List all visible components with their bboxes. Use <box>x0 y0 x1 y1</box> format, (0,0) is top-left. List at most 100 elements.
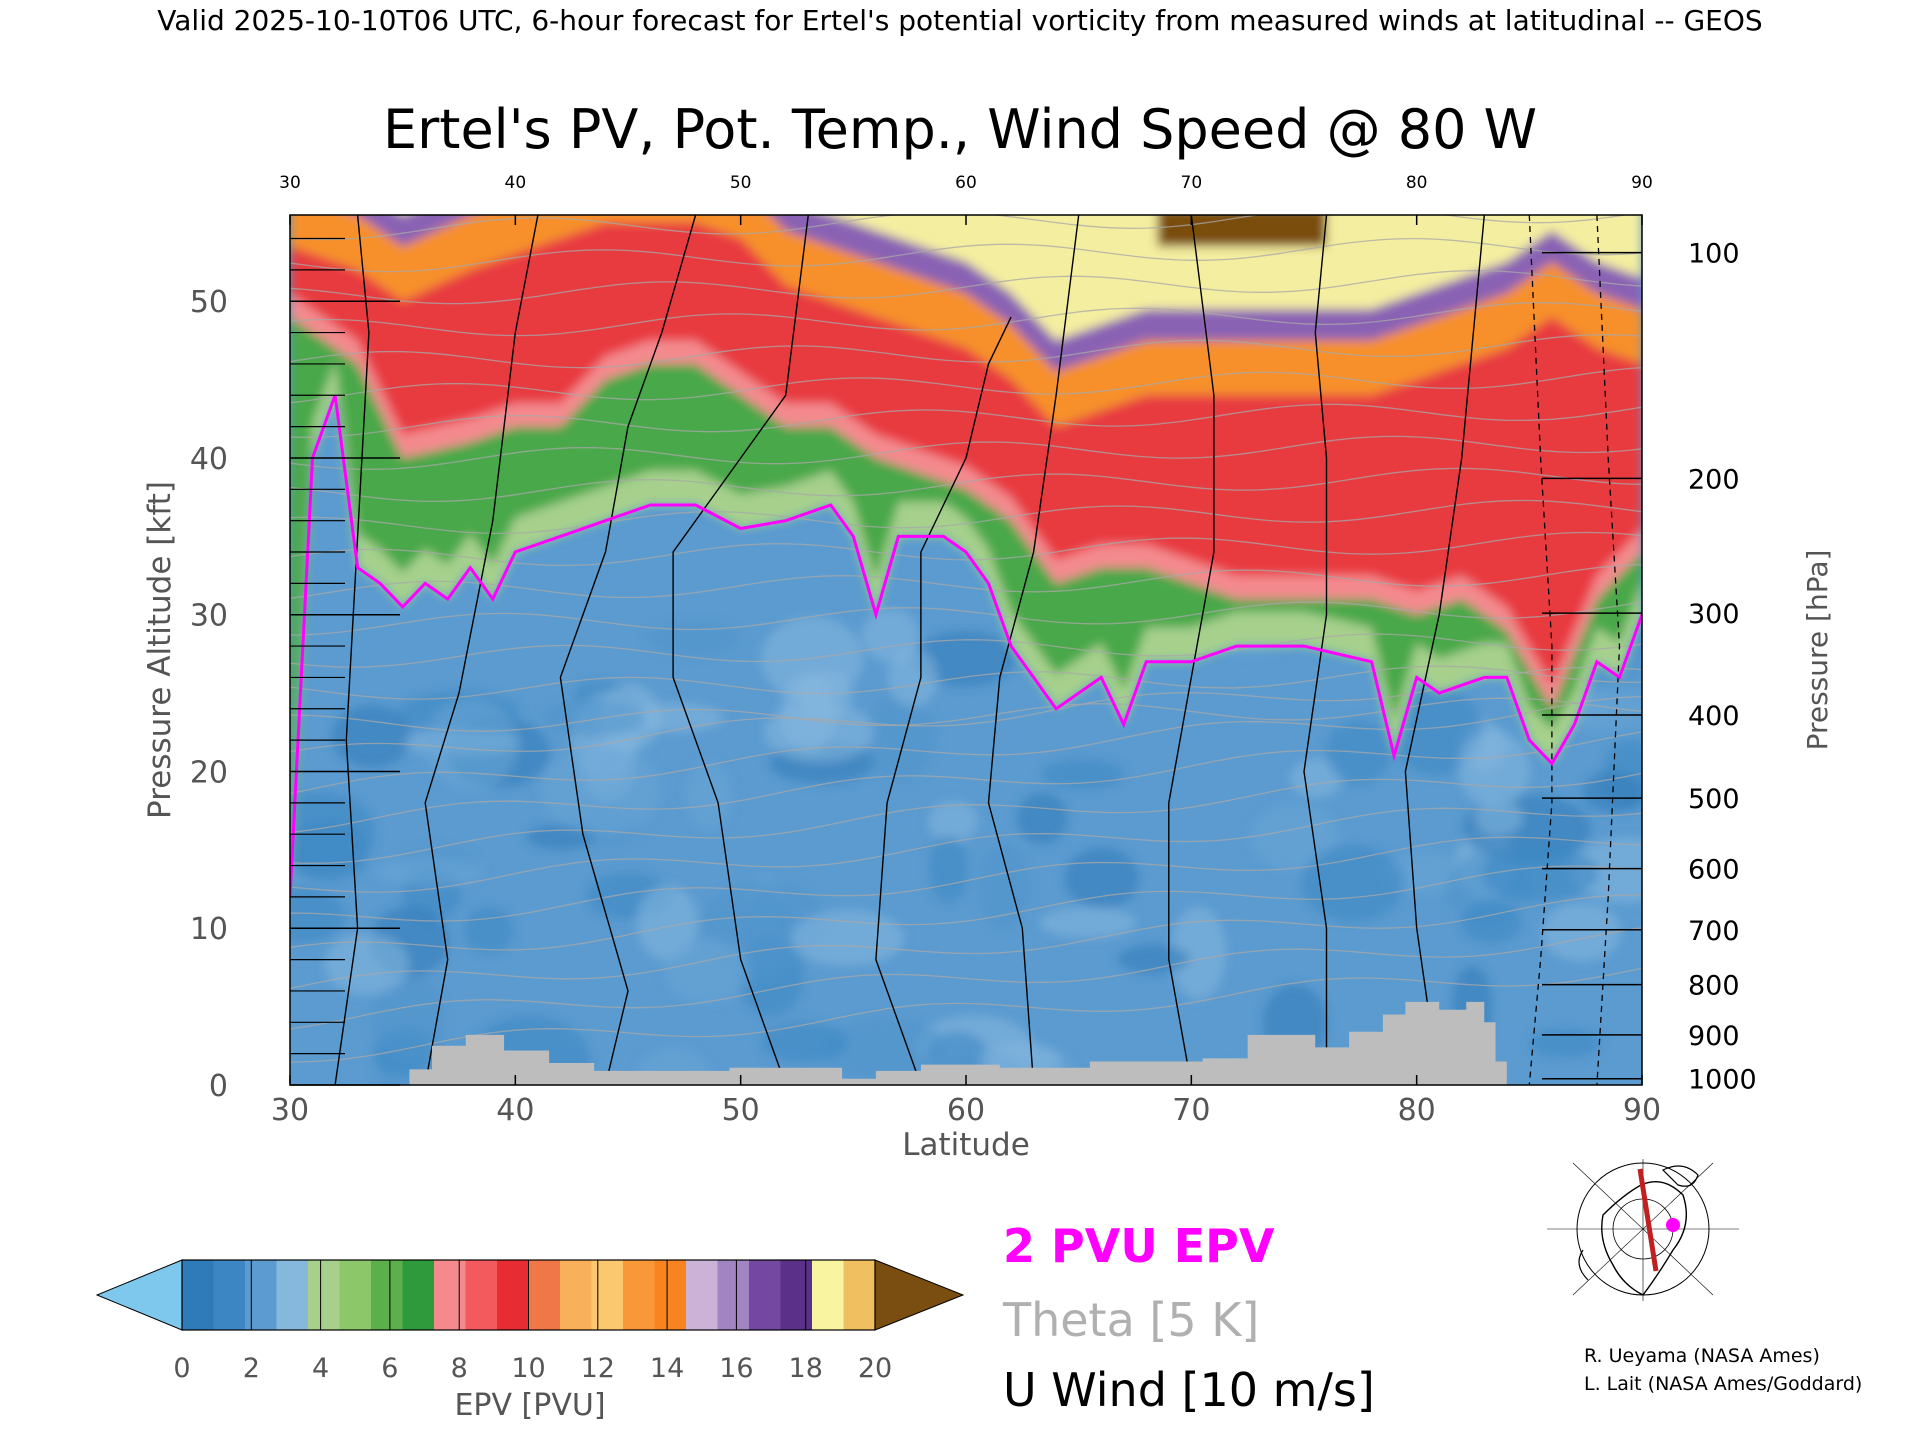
y-axis-right-label: Pressure [hPa] <box>1801 550 1834 751</box>
theta-line <box>290 695 1642 795</box>
tropo-shade-blob <box>1118 944 1191 974</box>
pressure-tick-label: 1000 <box>1688 1065 1757 1096</box>
theta-line <box>290 865 1642 951</box>
colorbar-segment <box>686 1260 718 1330</box>
colorbar-tick-label: 18 <box>789 1353 823 1384</box>
y-tick-label: 0 <box>209 1069 228 1104</box>
x-top-tick-label: 90 <box>1631 173 1653 193</box>
wind-contour-negative <box>1528 215 1553 1085</box>
colorbar-segment <box>812 1260 844 1330</box>
x-tick-label: 80 <box>1398 1093 1436 1128</box>
wind-contour <box>1168 215 1215 1085</box>
tropo-shade-blob <box>1391 687 1483 776</box>
y-axis-right: 100 200 300 400 500 600 700 800 900 1000 <box>1542 239 1757 1096</box>
colorbar-tick-label: 14 <box>650 1353 684 1384</box>
colorbar-segment <box>560 1260 592 1330</box>
tropo-shade-blob <box>927 800 979 842</box>
band-green <box>290 316 1642 863</box>
x-tick-label: 40 <box>496 1093 534 1128</box>
band-purple <box>357 215 1642 372</box>
theta-line <box>290 563 1642 599</box>
x-tick-label: 50 <box>722 1093 760 1128</box>
theta-line <box>290 666 1642 753</box>
colorbar-segment <box>843 1260 876 1330</box>
colorbar-segment <box>434 1260 466 1330</box>
tropo-shade-blob <box>424 698 518 791</box>
credit-line-1: R. Ueyama (NASA Ames) <box>1584 1345 1820 1367</box>
tropo-shade-blob <box>540 744 661 835</box>
colorbar-segment <box>497 1260 529 1330</box>
x-tick-label: 70 <box>1172 1093 1210 1128</box>
wind-contour-negative <box>1596 215 1621 1085</box>
theta-line <box>290 467 1642 503</box>
pressure-tick-label: 700 <box>1688 916 1740 947</box>
theta-line <box>290 633 1642 668</box>
tropo-shade-blob <box>686 761 732 830</box>
x-top-tick-label: 30 <box>279 173 301 193</box>
theta-line <box>290 403 1642 438</box>
wind-contour <box>1303 215 1328 1085</box>
credit-line-2: L. Lait (NASA Ames/Goddard) <box>1584 1373 1862 1395</box>
tropo-shade-blob <box>636 885 698 961</box>
colorbar-tick-label: 10 <box>511 1353 545 1384</box>
x-tick-label: 30 <box>271 1093 309 1128</box>
tropo-shade-blob <box>290 888 346 944</box>
tropo-shade-blob <box>324 933 410 995</box>
colorbar-segment <box>402 1260 435 1330</box>
colorbar-segment <box>528 1260 561 1330</box>
theta-line <box>290 601 1642 636</box>
epv-colorbar <box>95 1259 965 1331</box>
theta-line <box>290 499 1642 535</box>
tropo-shade-blob <box>761 616 864 702</box>
x-axis-label: Latitude <box>902 1127 1030 1163</box>
pressure-tick-label: 200 <box>1688 464 1740 495</box>
tropo-shade-blob <box>1251 803 1339 871</box>
pressure-tick-label: 500 <box>1688 784 1740 815</box>
tropo-shade-blob <box>375 857 484 887</box>
y-axis-left: 0 10 20 30 40 50 <box>190 237 400 1104</box>
tropo-shade-blob <box>463 906 514 954</box>
tropo-shade-blob <box>1475 799 1523 836</box>
tropo-shade-blob <box>370 974 445 1063</box>
tropo-shade-blob <box>1481 845 1599 901</box>
colorbar-segment <box>182 1260 214 1330</box>
colorbar-tick-label: 16 <box>719 1353 753 1384</box>
tropo-shade-blob <box>1458 731 1531 807</box>
section-track-line <box>1637 1168 1659 1272</box>
x-tick-label: 90 <box>1623 1093 1661 1128</box>
location-marker-icon <box>1666 1218 1680 1232</box>
pressure-tick-label: 300 <box>1688 599 1740 630</box>
theta-line <box>290 697 1642 732</box>
tropopause-2pvu-contour <box>290 394 1642 897</box>
band-light-green <box>290 360 1642 897</box>
colorbar-tick-label: 8 <box>451 1353 468 1384</box>
band-yellow <box>402 215 1642 341</box>
colorbar-segment <box>465 1260 498 1330</box>
colorbar-under-arrow <box>95 1259 183 1331</box>
x-top-tick-label: 70 <box>1181 173 1203 193</box>
y-tick-label: 30 <box>190 599 228 634</box>
theta-line <box>290 772 1642 864</box>
wind-contour <box>875 316 1012 1085</box>
colorbar-segment <box>749 1260 781 1330</box>
theta-line <box>290 334 1642 369</box>
tropo-shade-blob <box>1064 847 1139 910</box>
colorbar-ticks: 0 2 4 6 8 10 12 14 16 18 20 <box>173 1260 892 1384</box>
colorbar-segment <box>308 1260 340 1330</box>
plot-area <box>290 215 1642 1085</box>
wind-contour <box>424 215 539 1085</box>
theta-line <box>290 665 1642 700</box>
colorbar-tick-label: 20 <box>858 1353 892 1384</box>
y-tick-label: 20 <box>190 755 228 790</box>
theta-line <box>290 967 1642 1063</box>
band-brown <box>1157 215 1327 247</box>
tropo-shade-blob <box>1170 906 1227 1000</box>
legend-2pvu-epv: 2 PVU EPV <box>1003 1219 1275 1273</box>
colorbar-tick-label: 4 <box>312 1353 329 1384</box>
wind-contour <box>334 215 370 1085</box>
band-red <box>290 222 1642 686</box>
pressure-tick-label: 600 <box>1688 855 1740 886</box>
tropo-shade-blob <box>1289 758 1343 798</box>
theta-line <box>290 435 1642 470</box>
tropo-shade-blob <box>760 1022 848 1063</box>
